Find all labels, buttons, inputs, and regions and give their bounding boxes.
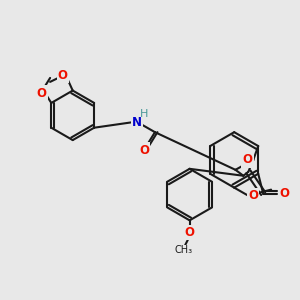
Text: O: O — [184, 226, 195, 239]
Text: O: O — [242, 153, 252, 167]
Text: N: N — [132, 116, 142, 129]
Text: CH₃: CH₃ — [175, 245, 193, 255]
Text: O: O — [36, 86, 46, 100]
Text: O: O — [279, 187, 289, 200]
Text: O: O — [139, 143, 149, 157]
Text: O: O — [58, 69, 68, 82]
Text: O: O — [248, 189, 258, 202]
Text: H: H — [140, 109, 148, 119]
